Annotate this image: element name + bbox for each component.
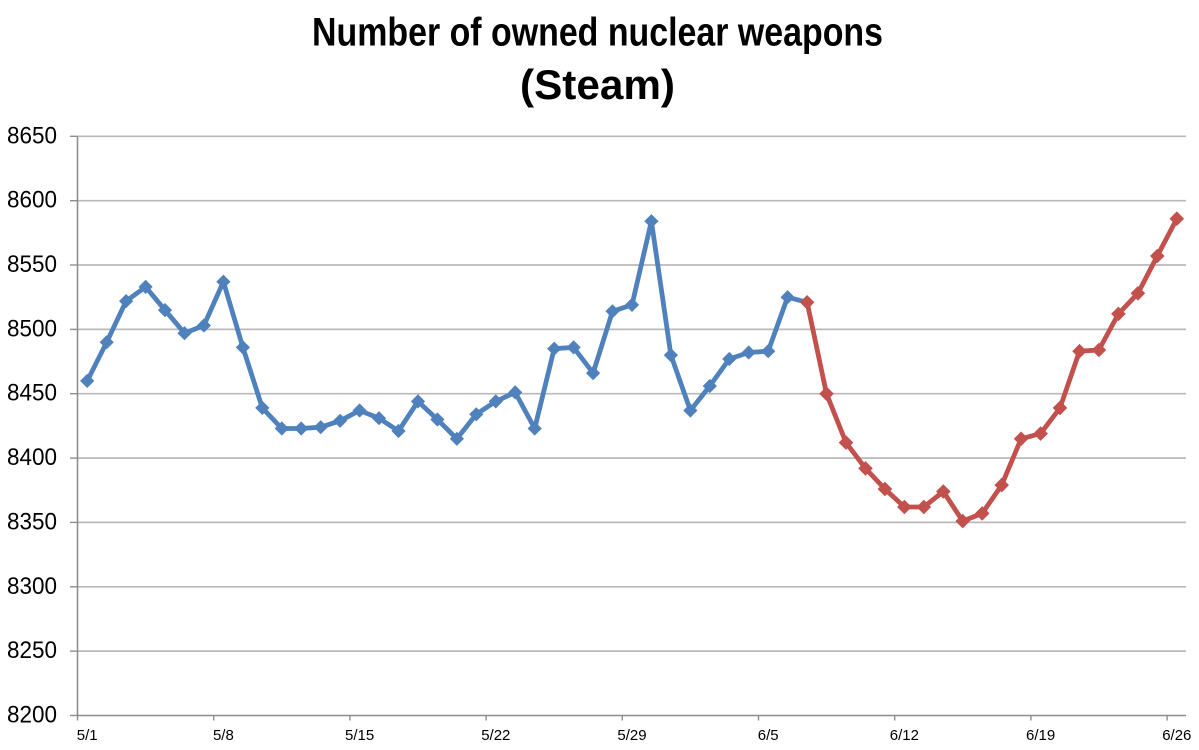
svg-text:8400: 8400 bbox=[7, 444, 57, 471]
svg-text:8650: 8650 bbox=[7, 122, 57, 149]
svg-text:Number of owned nuclear weapon: Number of owned nuclear weapons bbox=[312, 11, 883, 55]
svg-text:6/5: 6/5 bbox=[758, 727, 779, 744]
svg-text:5/22: 5/22 bbox=[481, 727, 510, 744]
svg-text:6/12: 6/12 bbox=[890, 727, 919, 744]
svg-text:5/1: 5/1 bbox=[77, 727, 98, 744]
svg-text:8200: 8200 bbox=[7, 702, 57, 729]
svg-text:5/15: 5/15 bbox=[345, 727, 374, 744]
svg-text:8550: 8550 bbox=[7, 251, 57, 278]
svg-text:8500: 8500 bbox=[7, 315, 57, 342]
svg-text:6/26: 6/26 bbox=[1162, 727, 1191, 744]
svg-text:8250: 8250 bbox=[7, 637, 57, 664]
svg-text:5/8: 5/8 bbox=[213, 727, 234, 744]
svg-text:8450: 8450 bbox=[7, 380, 57, 407]
svg-text:5/29: 5/29 bbox=[617, 727, 646, 744]
svg-text:8600: 8600 bbox=[7, 187, 57, 214]
svg-text:8350: 8350 bbox=[7, 508, 57, 535]
svg-text:8300: 8300 bbox=[7, 573, 57, 600]
svg-text:6/19: 6/19 bbox=[1026, 727, 1055, 744]
svg-text:(Steam): (Steam) bbox=[520, 61, 675, 108]
